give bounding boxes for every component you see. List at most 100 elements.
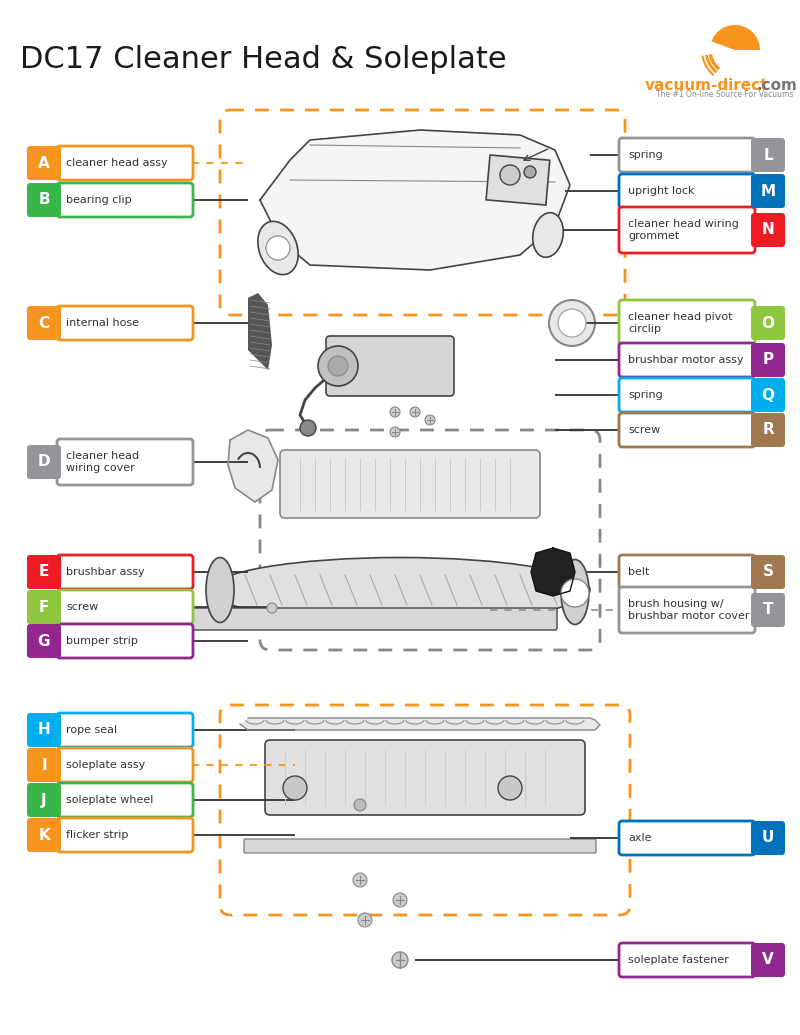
Text: G: G bbox=[38, 633, 50, 649]
Circle shape bbox=[283, 776, 307, 800]
Circle shape bbox=[561, 579, 589, 607]
FancyBboxPatch shape bbox=[57, 306, 193, 341]
Text: J: J bbox=[41, 793, 47, 807]
Ellipse shape bbox=[561, 560, 589, 624]
Circle shape bbox=[524, 166, 536, 178]
Text: The #1 On-line Source For Vacuums: The #1 On-line Source For Vacuums bbox=[656, 90, 794, 99]
Circle shape bbox=[390, 407, 400, 417]
Text: DC17 Cleaner Head & Soleplate: DC17 Cleaner Head & Soleplate bbox=[20, 46, 506, 75]
FancyBboxPatch shape bbox=[27, 818, 61, 852]
Text: upright lock: upright lock bbox=[628, 186, 694, 196]
Text: N: N bbox=[762, 223, 774, 237]
Text: spring: spring bbox=[628, 390, 662, 400]
Text: screw: screw bbox=[628, 425, 660, 435]
Circle shape bbox=[425, 415, 435, 425]
FancyBboxPatch shape bbox=[619, 300, 755, 346]
FancyBboxPatch shape bbox=[57, 713, 193, 747]
FancyBboxPatch shape bbox=[751, 343, 785, 377]
Ellipse shape bbox=[210, 558, 590, 622]
FancyBboxPatch shape bbox=[619, 378, 755, 412]
FancyBboxPatch shape bbox=[57, 818, 193, 852]
Ellipse shape bbox=[206, 558, 234, 622]
FancyBboxPatch shape bbox=[619, 174, 755, 208]
Text: K: K bbox=[38, 828, 50, 842]
Text: cleaner head pivot
circlip: cleaner head pivot circlip bbox=[628, 312, 733, 334]
FancyBboxPatch shape bbox=[619, 821, 755, 855]
FancyBboxPatch shape bbox=[57, 183, 193, 217]
Text: A: A bbox=[38, 155, 50, 171]
Text: H: H bbox=[38, 722, 50, 738]
Text: F: F bbox=[39, 599, 49, 615]
Circle shape bbox=[392, 952, 408, 968]
Text: screw: screw bbox=[66, 602, 98, 612]
FancyBboxPatch shape bbox=[163, 608, 557, 630]
Polygon shape bbox=[531, 548, 575, 596]
Text: I: I bbox=[41, 758, 47, 772]
Text: S: S bbox=[762, 564, 774, 580]
FancyBboxPatch shape bbox=[27, 306, 61, 341]
FancyBboxPatch shape bbox=[619, 207, 755, 253]
Text: rope seal: rope seal bbox=[66, 724, 117, 735]
Text: M: M bbox=[761, 183, 775, 199]
Text: brushbar assy: brushbar assy bbox=[66, 567, 145, 576]
Wedge shape bbox=[711, 25, 760, 50]
Text: O: O bbox=[762, 316, 774, 330]
FancyBboxPatch shape bbox=[57, 439, 193, 485]
Circle shape bbox=[498, 776, 522, 800]
FancyBboxPatch shape bbox=[27, 590, 61, 624]
Text: U: U bbox=[762, 830, 774, 846]
FancyBboxPatch shape bbox=[619, 343, 755, 377]
FancyBboxPatch shape bbox=[265, 740, 585, 815]
Text: cleaner head wiring
grommet: cleaner head wiring grommet bbox=[628, 218, 739, 241]
Polygon shape bbox=[260, 130, 570, 270]
Text: cleaner head
wiring cover: cleaner head wiring cover bbox=[66, 451, 139, 473]
Text: brushbar motor assy: brushbar motor assy bbox=[628, 355, 743, 365]
FancyBboxPatch shape bbox=[27, 624, 61, 658]
Text: vacuum-direct: vacuum-direct bbox=[646, 78, 769, 93]
FancyBboxPatch shape bbox=[751, 821, 785, 855]
Text: T: T bbox=[762, 602, 774, 618]
Text: internal hose: internal hose bbox=[66, 318, 139, 328]
Circle shape bbox=[390, 427, 400, 437]
FancyBboxPatch shape bbox=[57, 590, 193, 624]
Text: soleplate fastener: soleplate fastener bbox=[628, 955, 729, 965]
Text: bumper strip: bumper strip bbox=[66, 635, 138, 646]
FancyBboxPatch shape bbox=[751, 593, 785, 627]
FancyBboxPatch shape bbox=[57, 783, 193, 817]
FancyBboxPatch shape bbox=[751, 943, 785, 977]
Polygon shape bbox=[240, 718, 600, 730]
FancyBboxPatch shape bbox=[751, 555, 785, 589]
FancyBboxPatch shape bbox=[27, 183, 61, 217]
FancyBboxPatch shape bbox=[57, 555, 193, 589]
Text: E: E bbox=[39, 564, 49, 580]
Circle shape bbox=[267, 603, 277, 613]
FancyBboxPatch shape bbox=[57, 624, 193, 658]
Text: soleplate assy: soleplate assy bbox=[66, 760, 146, 770]
Circle shape bbox=[318, 346, 358, 386]
FancyBboxPatch shape bbox=[27, 748, 61, 782]
FancyBboxPatch shape bbox=[751, 174, 785, 208]
Text: D: D bbox=[38, 454, 50, 470]
Ellipse shape bbox=[258, 221, 298, 274]
Circle shape bbox=[393, 893, 407, 907]
Text: cleaner head assy: cleaner head assy bbox=[66, 158, 168, 168]
Ellipse shape bbox=[533, 212, 563, 258]
Text: soleplate wheel: soleplate wheel bbox=[66, 795, 154, 805]
FancyBboxPatch shape bbox=[619, 555, 755, 589]
FancyBboxPatch shape bbox=[244, 839, 596, 853]
Circle shape bbox=[558, 309, 586, 337]
FancyBboxPatch shape bbox=[619, 413, 755, 447]
FancyBboxPatch shape bbox=[751, 306, 785, 341]
FancyBboxPatch shape bbox=[27, 445, 61, 479]
Circle shape bbox=[410, 407, 420, 417]
FancyBboxPatch shape bbox=[326, 336, 454, 396]
Polygon shape bbox=[248, 293, 272, 369]
Text: spring: spring bbox=[628, 150, 662, 160]
FancyBboxPatch shape bbox=[27, 146, 61, 180]
Text: belt: belt bbox=[628, 567, 650, 576]
FancyBboxPatch shape bbox=[619, 138, 755, 172]
Text: axle: axle bbox=[628, 833, 651, 842]
Circle shape bbox=[549, 300, 595, 346]
FancyBboxPatch shape bbox=[619, 943, 755, 977]
FancyBboxPatch shape bbox=[751, 378, 785, 412]
